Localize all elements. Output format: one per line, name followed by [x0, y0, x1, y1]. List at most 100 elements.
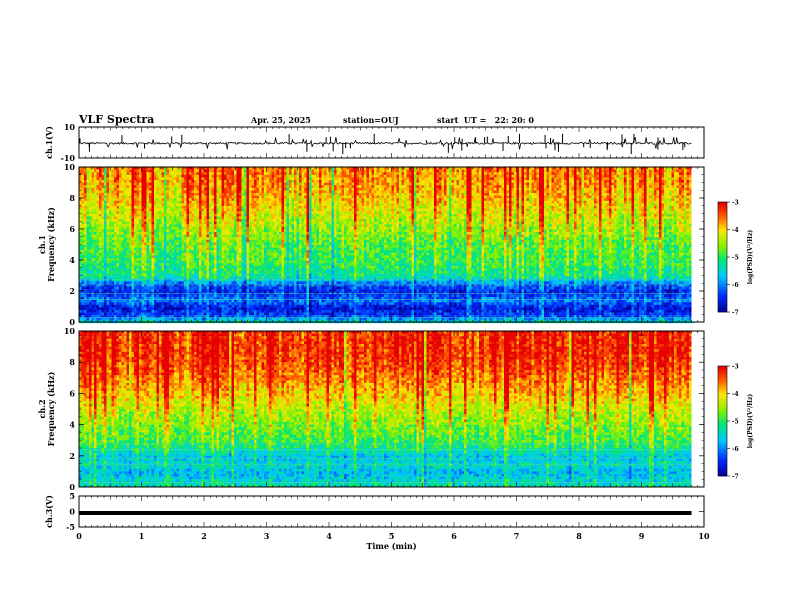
spectrogram-cell — [94, 209, 97, 212]
spectrogram-cell — [157, 209, 160, 212]
spectrogram-cell — [132, 274, 135, 277]
spectrogram-cell — [167, 219, 170, 222]
spectrogram-cell — [124, 245, 127, 248]
spectrogram-cell — [177, 214, 180, 217]
spectrogram-cell — [234, 222, 237, 225]
spectrogram-cell — [224, 307, 227, 310]
spectrogram-cell — [142, 255, 145, 258]
spectrogram-cell — [102, 250, 105, 253]
spectrogram-cell — [194, 242, 197, 245]
spectrogram-cell — [124, 242, 127, 245]
spectrogram-cell — [272, 206, 275, 209]
spectrogram-cell — [167, 302, 170, 305]
spectrogram-cell — [239, 224, 242, 227]
spectrogram-cell — [179, 274, 182, 277]
spectrogram-cell — [269, 177, 272, 180]
spectrogram-cell — [144, 209, 147, 212]
spectrogram-cell — [234, 198, 237, 201]
spectrogram-cell — [274, 302, 277, 305]
spectrogram-cell — [99, 313, 102, 316]
spectrogram-cell — [174, 172, 177, 175]
spectrogram-cell — [247, 183, 250, 186]
spectrogram-cell — [234, 172, 237, 175]
spectrogram-cell — [164, 224, 167, 227]
spectrogram-cell — [237, 203, 240, 206]
spectrogram-cell — [257, 302, 260, 305]
spectrogram-cell — [269, 250, 272, 253]
spectrogram-cell — [117, 224, 120, 227]
spectrogram-cell — [247, 224, 250, 227]
spectrogram-cell — [119, 255, 122, 258]
spectrogram-cell — [159, 209, 162, 212]
spectrogram-cell — [104, 222, 107, 225]
spectrogram-cell — [227, 305, 230, 308]
spectrogram-cell — [99, 222, 102, 225]
spectrogram-cell — [217, 245, 220, 248]
spectrogram-cell — [142, 175, 145, 178]
spectrogram-cell — [259, 227, 262, 230]
spectrogram-cell — [202, 235, 205, 238]
spectrogram-cell — [112, 263, 115, 266]
spectrogram-cell — [127, 310, 130, 313]
spectrogram-cell — [104, 248, 107, 251]
spectrogram-cell — [249, 216, 252, 219]
spectrogram-cell — [122, 253, 125, 256]
spectrogram-cell — [104, 261, 107, 264]
spectrogram-cell — [204, 250, 207, 253]
spectrogram-cell — [237, 172, 240, 175]
spectrogram-cell — [82, 235, 85, 238]
spectrogram-cell — [132, 170, 135, 173]
spectrogram-cell — [259, 216, 262, 219]
spectrogram-cell — [132, 206, 135, 209]
spectrogram-cell — [267, 180, 270, 183]
spectrogram-cell — [107, 219, 110, 222]
spectrogram-cell — [82, 307, 85, 310]
spectrogram-cell — [239, 201, 242, 204]
spectrogram-cell — [97, 237, 100, 240]
spectrogram-cell — [132, 235, 135, 238]
spectrogram-cell — [264, 237, 267, 240]
spectrogram-cell — [262, 237, 265, 240]
spectrogram-cell — [134, 294, 137, 297]
spectrogram-cell — [209, 274, 212, 277]
spectrogram-cell — [204, 177, 207, 180]
spectrogram-cell — [144, 245, 147, 248]
spectrogram-cell — [227, 183, 230, 186]
spectrogram-cell — [214, 219, 217, 222]
spectrogram-cell — [174, 185, 177, 188]
spectrogram-cell — [229, 250, 232, 253]
spectrogram-cell — [264, 287, 267, 290]
spectrogram-cell — [199, 196, 202, 199]
spectrogram-cell — [112, 227, 115, 230]
spectrogram-cell — [117, 170, 120, 173]
spectrogram-cell — [112, 224, 115, 227]
spectrogram-cell — [242, 310, 245, 313]
spectrogram-cell — [102, 196, 105, 199]
spectrogram-cell — [244, 193, 247, 196]
spectrogram-cell — [137, 198, 140, 201]
spectrogram-cell — [149, 203, 152, 206]
spectrogram-cell — [229, 224, 232, 227]
spectrogram-cell — [82, 255, 85, 258]
spectrogram-cell — [139, 222, 142, 225]
spectrogram-cell — [247, 232, 250, 235]
spectrogram-cell — [137, 222, 140, 225]
spectrogram-cell — [272, 170, 275, 173]
spectrogram-cell — [139, 229, 142, 232]
spectrogram-cell — [114, 250, 117, 253]
spectrogram-cell — [99, 271, 102, 274]
spectrogram-cell — [82, 190, 85, 193]
spectrogram-cell — [247, 211, 250, 214]
spectrogram-cell — [112, 242, 115, 245]
spectrogram-cell — [219, 219, 222, 222]
spectrogram-cell — [162, 190, 165, 193]
spectrogram-cell — [114, 209, 117, 212]
spectrogram-cell — [119, 172, 122, 175]
spectrogram-cell — [227, 229, 230, 232]
spectrogram-cell — [147, 281, 150, 284]
spectrogram-cell — [114, 175, 117, 178]
spectrogram-cell — [119, 248, 122, 251]
spectrogram-cell — [112, 211, 115, 214]
spectrogram-cell — [184, 263, 187, 266]
spectrogram-cell — [219, 190, 222, 193]
